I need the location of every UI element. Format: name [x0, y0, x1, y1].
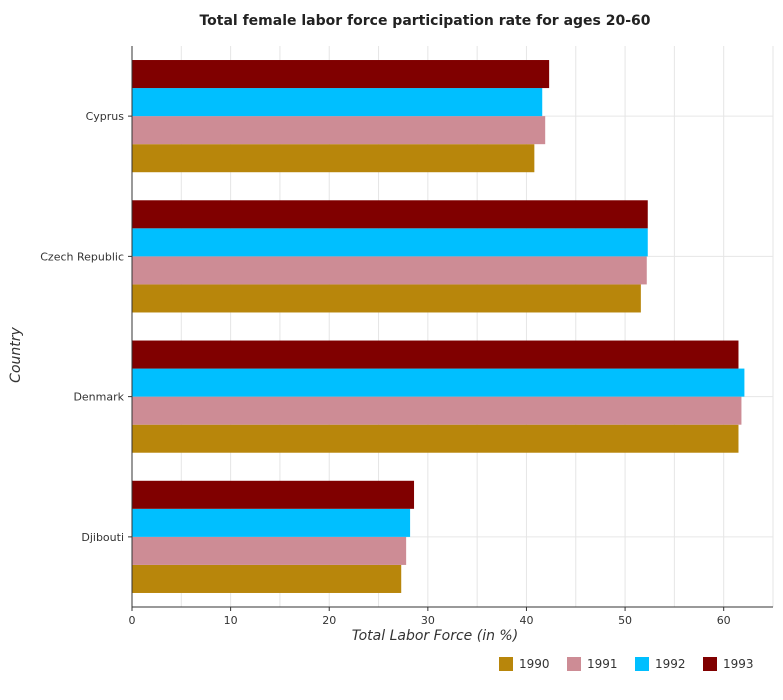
legend-swatch-1992	[635, 657, 649, 671]
legend-label-1993: 1993	[723, 657, 754, 671]
y-axis-title: Country	[8, 326, 24, 382]
bar-1990-denmark	[132, 424, 739, 453]
bar-1992-cyprus	[132, 88, 543, 117]
bar-1992-denmark	[132, 368, 745, 397]
x-tick-label: 60	[717, 614, 731, 627]
bar-1993-denmark	[132, 340, 739, 369]
legend-swatch-1993	[703, 657, 717, 671]
bar-1992-czech-republic	[132, 228, 648, 257]
x-tick-label: 40	[519, 614, 533, 627]
x-tick-label: 0	[129, 614, 136, 627]
bar-1993-cyprus	[132, 60, 550, 89]
x-tick-label: 30	[421, 614, 435, 627]
y-tick-label: Czech Republic	[40, 250, 124, 263]
legend: 1990 1991 1992 1993	[499, 657, 754, 671]
bar-1990-djibouti	[132, 564, 402, 593]
legend-swatch-1991	[567, 657, 581, 671]
bar-1993-djibouti	[132, 480, 415, 509]
y-tick-label: Cyprus	[86, 110, 125, 123]
axes-layer: Cyprus Czech Republic Denmark Djibouti 0 10 20…	[40, 46, 773, 627]
bar-1990-czech-republic	[132, 284, 641, 313]
bar-1991-denmark	[132, 396, 742, 425]
y-tick-label: Denmark	[73, 391, 124, 404]
x-tick-label: 50	[618, 614, 632, 627]
bar-1991-cyprus	[132, 116, 546, 145]
chart-title: Total female labor force participation r…	[199, 13, 650, 29]
y-tick-label: Djibouti	[81, 531, 124, 544]
legend-label-1990: 1990	[519, 657, 550, 671]
x-tick-label: 10	[224, 614, 238, 627]
legend-label-1991: 1991	[587, 657, 618, 671]
legend-swatch-1990	[499, 657, 513, 671]
legend-label-1992: 1992	[655, 657, 686, 671]
bar-1993-czech-republic	[132, 200, 648, 229]
x-tick-label: 20	[322, 614, 336, 627]
bar-1991-czech-republic	[132, 256, 647, 285]
bar-1992-djibouti	[132, 508, 411, 537]
bar-1991-djibouti	[132, 536, 407, 565]
bars-layer	[132, 60, 745, 593]
bar-1990-cyprus	[132, 144, 535, 173]
x-axis-title: Total Labor Force (in %)	[352, 628, 518, 644]
